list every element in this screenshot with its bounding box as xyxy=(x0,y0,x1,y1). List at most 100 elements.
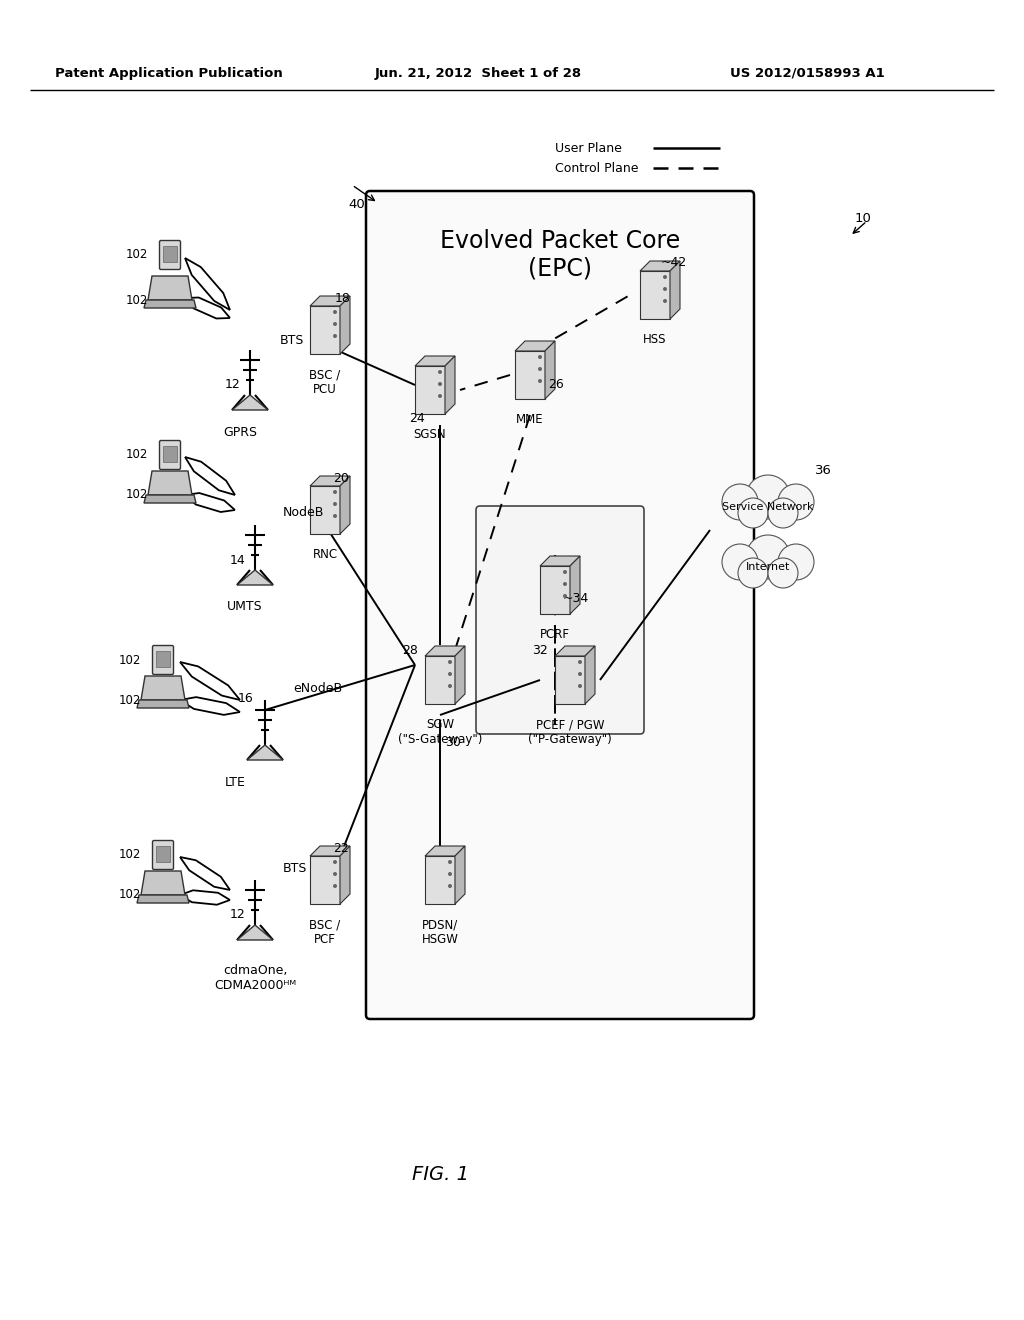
Text: RNC: RNC xyxy=(312,548,338,561)
Text: 16: 16 xyxy=(238,692,253,705)
Circle shape xyxy=(438,381,442,385)
Text: User Plane: User Plane xyxy=(555,141,622,154)
Text: 22: 22 xyxy=(333,842,349,854)
Polygon shape xyxy=(148,471,193,495)
FancyBboxPatch shape xyxy=(153,645,173,675)
Text: 102: 102 xyxy=(119,693,141,706)
Polygon shape xyxy=(310,855,340,904)
Text: 102: 102 xyxy=(119,849,141,862)
Text: BTS: BTS xyxy=(280,334,304,346)
Polygon shape xyxy=(340,846,350,904)
Polygon shape xyxy=(340,477,350,535)
Text: NodeB: NodeB xyxy=(283,507,325,520)
Circle shape xyxy=(768,558,798,587)
Polygon shape xyxy=(232,395,268,411)
Text: BSC /
PCU: BSC / PCU xyxy=(309,368,341,396)
FancyBboxPatch shape xyxy=(160,441,180,470)
Text: 36: 36 xyxy=(815,463,831,477)
Text: 102: 102 xyxy=(126,248,148,261)
Polygon shape xyxy=(455,645,465,704)
Text: eNodeB: eNodeB xyxy=(293,681,342,694)
Circle shape xyxy=(578,672,582,676)
Text: 24: 24 xyxy=(410,412,425,425)
Circle shape xyxy=(563,570,567,574)
Text: 102: 102 xyxy=(119,653,141,667)
Circle shape xyxy=(768,498,798,528)
Circle shape xyxy=(333,310,337,314)
Text: 102: 102 xyxy=(119,888,141,902)
Text: SGW
("S-Gateway"): SGW ("S-Gateway") xyxy=(397,718,482,746)
Polygon shape xyxy=(540,556,580,566)
Polygon shape xyxy=(237,570,273,585)
Bar xyxy=(156,846,170,862)
Circle shape xyxy=(333,322,337,326)
Circle shape xyxy=(738,498,768,528)
Circle shape xyxy=(449,884,452,888)
Polygon shape xyxy=(148,276,193,300)
Polygon shape xyxy=(415,366,445,414)
Circle shape xyxy=(578,660,582,664)
Text: UMTS: UMTS xyxy=(227,601,263,614)
Text: SGSN: SGSN xyxy=(414,428,446,441)
Circle shape xyxy=(563,594,567,598)
Polygon shape xyxy=(670,261,680,319)
Text: US 2012/0158993 A1: US 2012/0158993 A1 xyxy=(730,66,885,79)
Text: 102: 102 xyxy=(126,449,148,462)
Text: Evolved Packet Core
(EPC): Evolved Packet Core (EPC) xyxy=(440,230,680,281)
Circle shape xyxy=(538,367,542,371)
Circle shape xyxy=(663,275,667,279)
Polygon shape xyxy=(415,356,455,366)
Circle shape xyxy=(538,379,542,383)
Text: Patent Application Publication: Patent Application Publication xyxy=(55,66,283,79)
Text: 102: 102 xyxy=(126,488,148,502)
Text: ~34: ~34 xyxy=(563,591,589,605)
Polygon shape xyxy=(455,846,465,904)
Text: GPRS: GPRS xyxy=(223,425,257,438)
Polygon shape xyxy=(247,744,283,760)
Circle shape xyxy=(449,684,452,688)
Text: 26: 26 xyxy=(548,379,564,392)
Text: PCRF: PCRF xyxy=(540,628,570,642)
Circle shape xyxy=(333,502,337,506)
Circle shape xyxy=(449,861,452,865)
Circle shape xyxy=(578,684,582,688)
Text: Jun. 21, 2012  Sheet 1 of 28: Jun. 21, 2012 Sheet 1 of 28 xyxy=(375,66,582,79)
Text: FIG. 1: FIG. 1 xyxy=(412,1166,469,1184)
FancyBboxPatch shape xyxy=(476,506,644,734)
Circle shape xyxy=(738,558,768,587)
Polygon shape xyxy=(425,855,455,904)
Text: 28: 28 xyxy=(402,644,418,656)
Polygon shape xyxy=(310,306,340,354)
Circle shape xyxy=(333,490,337,494)
Polygon shape xyxy=(555,645,595,656)
Polygon shape xyxy=(144,300,196,308)
Text: ~42: ~42 xyxy=(662,256,687,269)
Text: 10: 10 xyxy=(855,211,871,224)
Circle shape xyxy=(438,393,442,399)
FancyBboxPatch shape xyxy=(153,841,173,870)
FancyBboxPatch shape xyxy=(366,191,754,1019)
Circle shape xyxy=(333,513,337,517)
Polygon shape xyxy=(540,566,570,614)
Text: 20: 20 xyxy=(333,471,349,484)
Bar xyxy=(156,651,170,667)
Polygon shape xyxy=(144,495,196,503)
Polygon shape xyxy=(237,925,273,940)
Polygon shape xyxy=(570,556,580,614)
Text: 32: 32 xyxy=(532,644,548,656)
Circle shape xyxy=(538,355,542,359)
Circle shape xyxy=(663,286,667,290)
Polygon shape xyxy=(137,700,189,708)
Text: Service Network: Service Network xyxy=(722,502,814,512)
Circle shape xyxy=(778,544,814,579)
Bar xyxy=(163,446,177,462)
Polygon shape xyxy=(555,656,585,704)
Circle shape xyxy=(449,672,452,676)
Circle shape xyxy=(746,475,790,519)
Polygon shape xyxy=(640,261,680,271)
Polygon shape xyxy=(425,846,465,855)
Polygon shape xyxy=(340,296,350,354)
Polygon shape xyxy=(310,846,350,855)
Text: HSS: HSS xyxy=(643,333,667,346)
Text: 18: 18 xyxy=(335,292,351,305)
